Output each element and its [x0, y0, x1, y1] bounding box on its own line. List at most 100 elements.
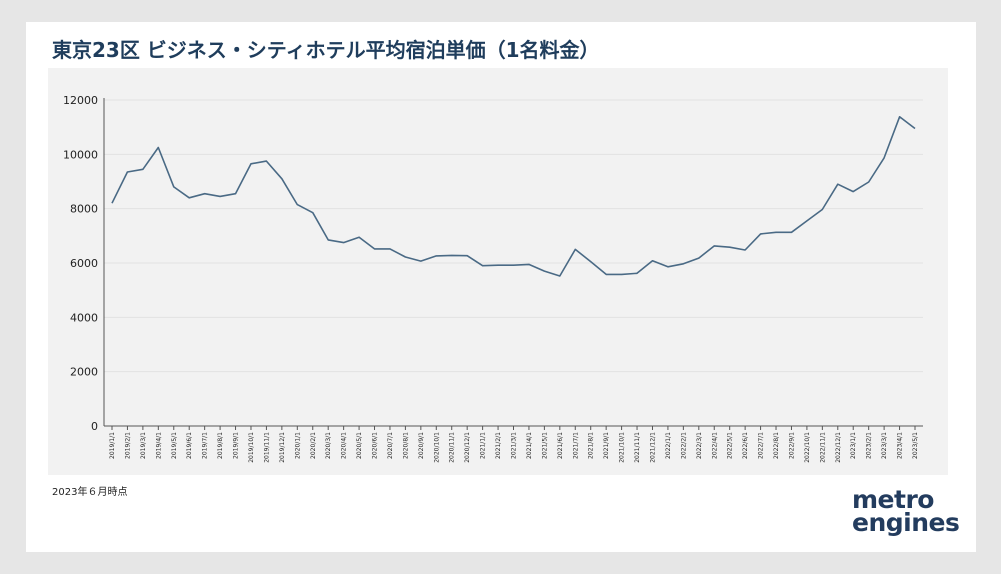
data-point: [250, 163, 252, 165]
x-tick-label: 2022/5/1: [727, 432, 734, 459]
data-point: [914, 128, 916, 130]
data-point: [126, 171, 128, 173]
x-tick-label: 2020/12/1: [464, 432, 471, 463]
data-point: [713, 245, 715, 247]
x-tick-label: 2023/5/1: [912, 432, 919, 459]
x-tick-label: 2022/8/1: [773, 432, 780, 459]
x-tick-label: 2019/9/1: [233, 432, 240, 459]
y-tick-labels: 0 2000 4000 6000 8000 10000 12000: [63, 94, 98, 433]
data-point: [605, 273, 607, 275]
x-tick-label: 2020/4/1: [341, 432, 348, 459]
x-tick-label: 2023/3/1: [881, 432, 888, 459]
data-point: [451, 254, 453, 256]
x-tick-label: 2022/10/1: [804, 432, 811, 463]
data-point: [374, 248, 376, 250]
x-tick-label: 2021/1/1: [480, 432, 487, 459]
chart-title: 東京23区 ビジネス・シティホテル平均宿泊単価（1名料金）: [52, 38, 600, 62]
x-tick-label: 2019/3/1: [140, 432, 147, 459]
data-point: [219, 195, 221, 197]
x-tick-label: 2021/12/1: [649, 432, 656, 463]
x-tick-label: 2019/4/1: [155, 432, 162, 459]
data-point: [343, 242, 345, 244]
x-tick-label: 2019/6/1: [186, 432, 193, 459]
data-point: [482, 265, 484, 267]
x-tick-label: 2021/2/1: [495, 432, 502, 459]
x-tick-label: 2021/8/1: [588, 432, 595, 459]
x-tick-label: 2019/10/1: [248, 432, 255, 463]
y-tick-label: 2000: [70, 366, 98, 379]
data-point: [698, 257, 700, 259]
logo-line-2: engines: [852, 508, 960, 537]
data-point: [188, 197, 190, 199]
x-tick-label: 2020/11/1: [449, 432, 456, 463]
data-point: [296, 204, 298, 206]
data-point: [651, 260, 653, 262]
y-tick-label: 12000: [63, 94, 98, 107]
x-tick-label: 2020/3/1: [325, 432, 332, 459]
x-tick-label: 2022/6/1: [742, 432, 749, 459]
x-tick-label: 2020/7/1: [387, 432, 394, 459]
x-tick-label: 2020/8/1: [402, 432, 409, 459]
x-tick-label: 2021/6/1: [557, 432, 564, 459]
x-tick-label: 2021/7/1: [572, 432, 579, 459]
x-tick-label: 2020/5/1: [356, 432, 363, 459]
data-point: [235, 193, 237, 195]
x-tick-label: 2021/3/1: [511, 432, 518, 459]
metro-engines-logo: metro engines: [852, 487, 960, 537]
y-tick-label: 0: [91, 420, 98, 433]
x-tick-label: 2022/4/1: [711, 432, 718, 459]
x-tick-label: 2022/2/1: [680, 432, 687, 459]
plot-background: [48, 68, 948, 475]
x-tick-label: 2022/1/1: [665, 432, 672, 459]
data-point: [806, 220, 808, 222]
x-tick-label: 2019/11/1: [263, 432, 270, 463]
data-point: [760, 233, 762, 235]
x-tick-label: 2020/9/1: [418, 432, 425, 459]
data-point: [559, 275, 561, 277]
x-tick-labels: 2019/1/1 2019/2/1 2019/3/1 2019/4/1 2019/5/1…: [109, 432, 919, 463]
series-line-0: [111, 116, 916, 277]
data-point: [265, 160, 267, 162]
data-point: [157, 147, 159, 149]
x-tick-label: 2023/1/1: [850, 432, 857, 459]
x-tick-label: 2019/7/1: [202, 432, 209, 459]
x-tick-label: 2019/1/1: [109, 432, 116, 459]
x-tick-label: 2021/5/1: [541, 432, 548, 459]
data-point: [883, 157, 885, 159]
data-point: [821, 208, 823, 210]
x-tick-label: 2022/12/1: [835, 432, 842, 463]
x-tick-label: 2021/4/1: [526, 432, 533, 459]
x-tick-label: 2019/5/1: [171, 432, 178, 459]
data-point: [435, 255, 437, 257]
x-tick-label: 2022/11/1: [819, 432, 826, 463]
data-point: [111, 202, 113, 204]
data-point: [142, 168, 144, 170]
data-point: [574, 248, 576, 250]
x-tick-label: 2020/2/1: [310, 432, 317, 459]
x-tick-label: 2022/7/1: [758, 432, 765, 459]
data-point: [621, 273, 623, 275]
x-tick-label: 2019/8/1: [217, 432, 224, 459]
data-point: [173, 186, 175, 188]
data-point: [899, 116, 901, 118]
data-point: [204, 193, 206, 195]
data-point: [543, 270, 545, 272]
date-note: 2023年６月時点: [52, 487, 128, 498]
data-point: [775, 231, 777, 233]
x-tick-label: 2021/9/1: [603, 432, 610, 459]
data-point: [358, 236, 360, 238]
data-point: [389, 248, 391, 250]
data-point: [281, 178, 283, 180]
data-point: [327, 239, 329, 241]
data-point: [513, 264, 515, 266]
data-point: [852, 191, 854, 193]
x-tick-label: 2022/9/1: [788, 432, 795, 459]
data-point: [497, 264, 499, 266]
data-point: [636, 272, 638, 274]
y-tick-label: 4000: [70, 311, 98, 324]
data-point: [528, 263, 530, 265]
x-tick-label: 2021/10/1: [619, 432, 626, 463]
data-point: [667, 266, 669, 268]
data-point: [790, 231, 792, 233]
